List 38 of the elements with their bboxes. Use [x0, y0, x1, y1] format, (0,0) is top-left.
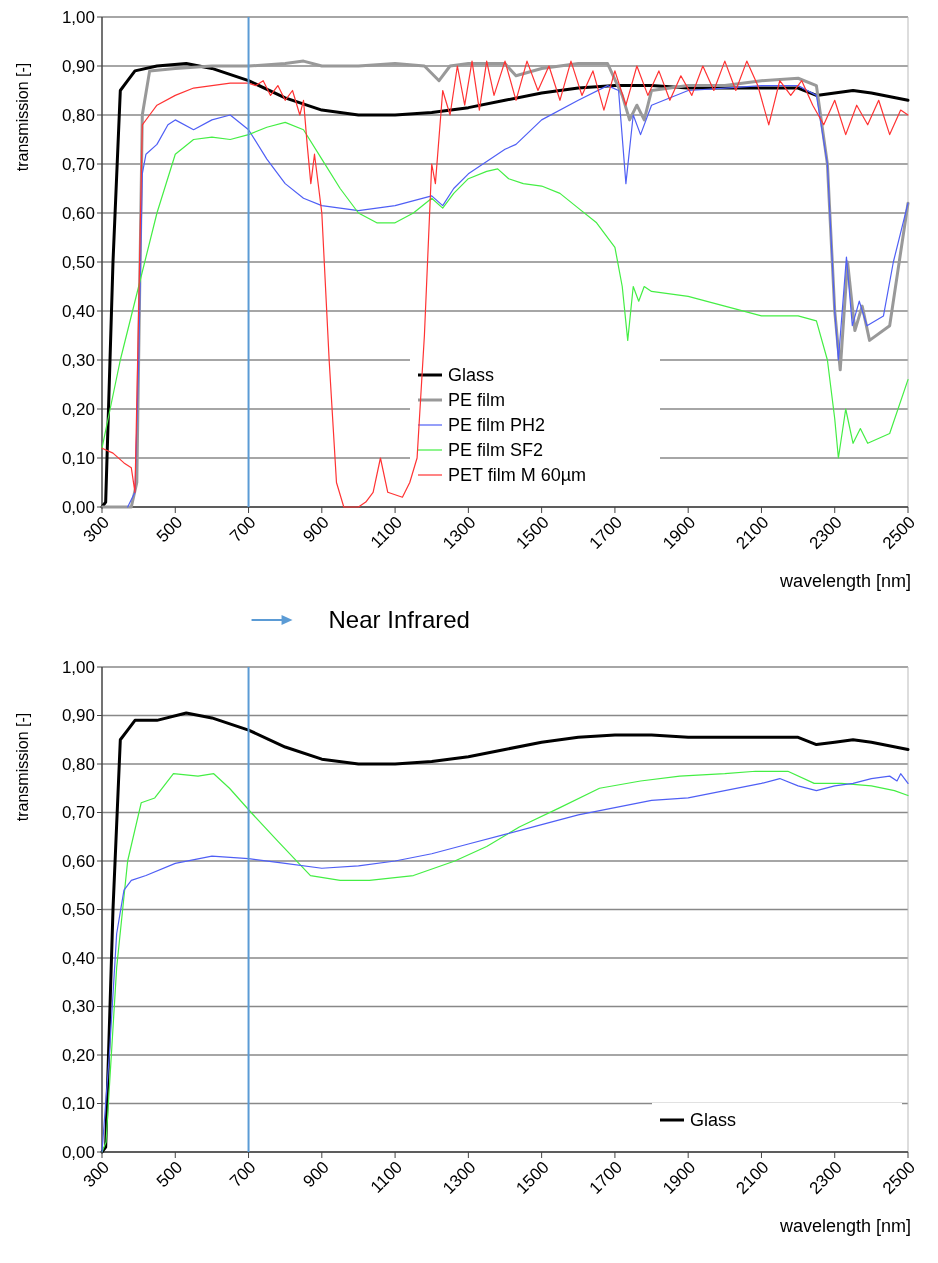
y-tick-label: 0,90 [61, 706, 95, 726]
y-tick-label: 0,20 [61, 1045, 95, 1065]
y-tick-label: 0,90 [61, 56, 95, 76]
y-tick-label: 0,60 [61, 203, 95, 223]
x-tick-label: 700 [226, 512, 260, 547]
legend-label: PE film [448, 390, 506, 410]
legend-label: Glass [690, 1110, 737, 1130]
y-tick-label: 0,40 [61, 301, 95, 321]
y-tick-label: 0,70 [61, 803, 95, 823]
line-series [101, 121, 909, 459]
x-tick-label: 900 [299, 512, 333, 547]
legend-label: PET film M 60µm [448, 465, 587, 485]
y-tick-label: 0,30 [61, 997, 95, 1017]
x-tick-label: 900 [299, 1157, 333, 1192]
y-tick-label: 0,50 [61, 252, 95, 272]
y-tick-label: 0,40 [61, 948, 95, 968]
x-axis-title: wavelength [nm] [778, 1216, 911, 1236]
y-tick-label: 0,60 [61, 851, 95, 871]
y-tick-label: 0,50 [61, 900, 95, 920]
y-tick-label: 0,80 [61, 105, 95, 125]
y-tick-label: 0,10 [61, 448, 95, 468]
x-tick-label: 700 [226, 1157, 260, 1192]
y-tick-label: 1,00 [61, 657, 95, 677]
y-tick-label: 0,10 [61, 1094, 95, 1114]
text: Near Infrared [328, 606, 470, 634]
y-axis-title: transmission [-] [14, 62, 31, 172]
y-tick-label: 0,80 [61, 754, 95, 774]
x-tick-label: 500 [152, 1157, 187, 1192]
legend-label: PE film SF2 [448, 440, 544, 460]
y-axis-title: transmission [-] [14, 712, 31, 822]
x-axis-title: wavelength [nm] [778, 571, 911, 591]
legend-label: Glass [448, 365, 495, 385]
x-tick-label: 500 [152, 512, 187, 547]
y-tick-label: 0,20 [61, 399, 95, 419]
y-tick-label: 1,00 [61, 7, 95, 27]
y-tick-label: 0,30 [61, 350, 95, 370]
legend-label: PE film PH2 [448, 415, 546, 435]
y-tick-label: 0,70 [61, 154, 95, 174]
